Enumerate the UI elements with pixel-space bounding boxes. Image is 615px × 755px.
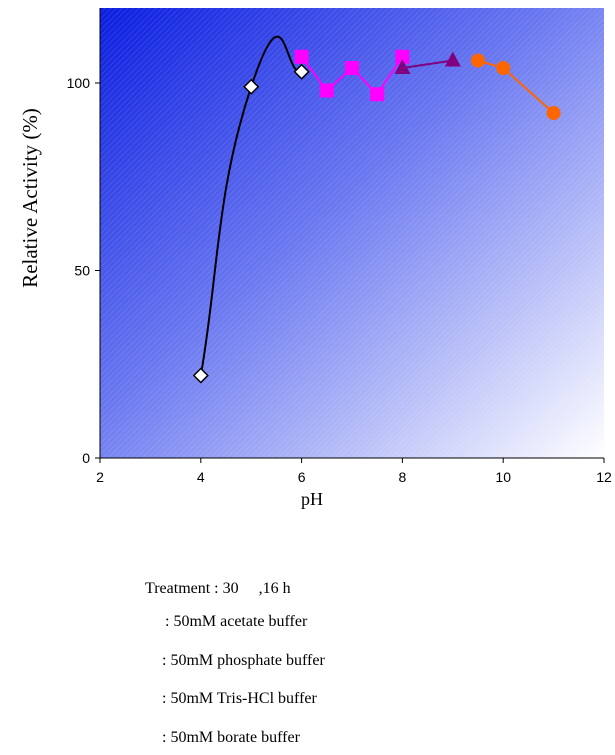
buffer-note-phosphate: : 50mM phosphate buffer: [162, 652, 325, 669]
x-axis-label: pH: [301, 489, 323, 509]
series-layer: [192, 35, 561, 384]
series-triangle: [394, 51, 461, 74]
plot-hatching: [100, 8, 604, 458]
x-tick-label: 10: [495, 469, 511, 485]
buffer-note-tris: : 50mM Tris-HCl buffer: [162, 690, 317, 707]
chart: 2 4 6 8 10 12 0 50 100 pH Relative Activity (%): [18, 8, 612, 509]
x-tick-label: 4: [197, 469, 205, 485]
data-point-circle: [496, 61, 511, 75]
series-diamond: [192, 35, 310, 384]
data-point-square: [319, 83, 334, 98]
data-point-square: [395, 49, 410, 64]
y-tick-label: 50: [74, 263, 90, 279]
data-point-diamond: [293, 63, 310, 80]
y-axis-label: Relative Activity (%): [18, 108, 42, 288]
series-square: [294, 49, 410, 102]
data-point-triangle: [394, 59, 411, 74]
data-point-diamond: [243, 78, 260, 95]
data-point-triangle: [444, 51, 461, 67]
data-point-square: [294, 49, 309, 64]
series-line: [402, 59, 453, 69]
data-point-circle: [471, 53, 485, 68]
x-tick-label: 6: [298, 469, 306, 485]
buffer-note-borate: : 50mM borate buffer: [162, 729, 300, 746]
y-tick-label: 100: [67, 75, 91, 91]
data-point-square: [345, 61, 359, 75]
axis-ticks: 2 4 6 8 10 12 0 50 100: [67, 75, 612, 485]
x-tick-label: 2: [96, 469, 104, 485]
series-circle: [471, 53, 561, 120]
data-point-diamond: [192, 367, 209, 384]
x-tick-label: 8: [399, 469, 407, 485]
x-tick-label: 12: [596, 469, 612, 485]
data-point-circle: [546, 106, 561, 120]
y-tick-label: 0: [82, 450, 90, 466]
data-point-square: [370, 87, 385, 102]
treatment-note: Treatment : 30 ,16 h: [145, 580, 291, 597]
buffer-note-acetate: : 50mM acetate buffer: [165, 613, 308, 630]
